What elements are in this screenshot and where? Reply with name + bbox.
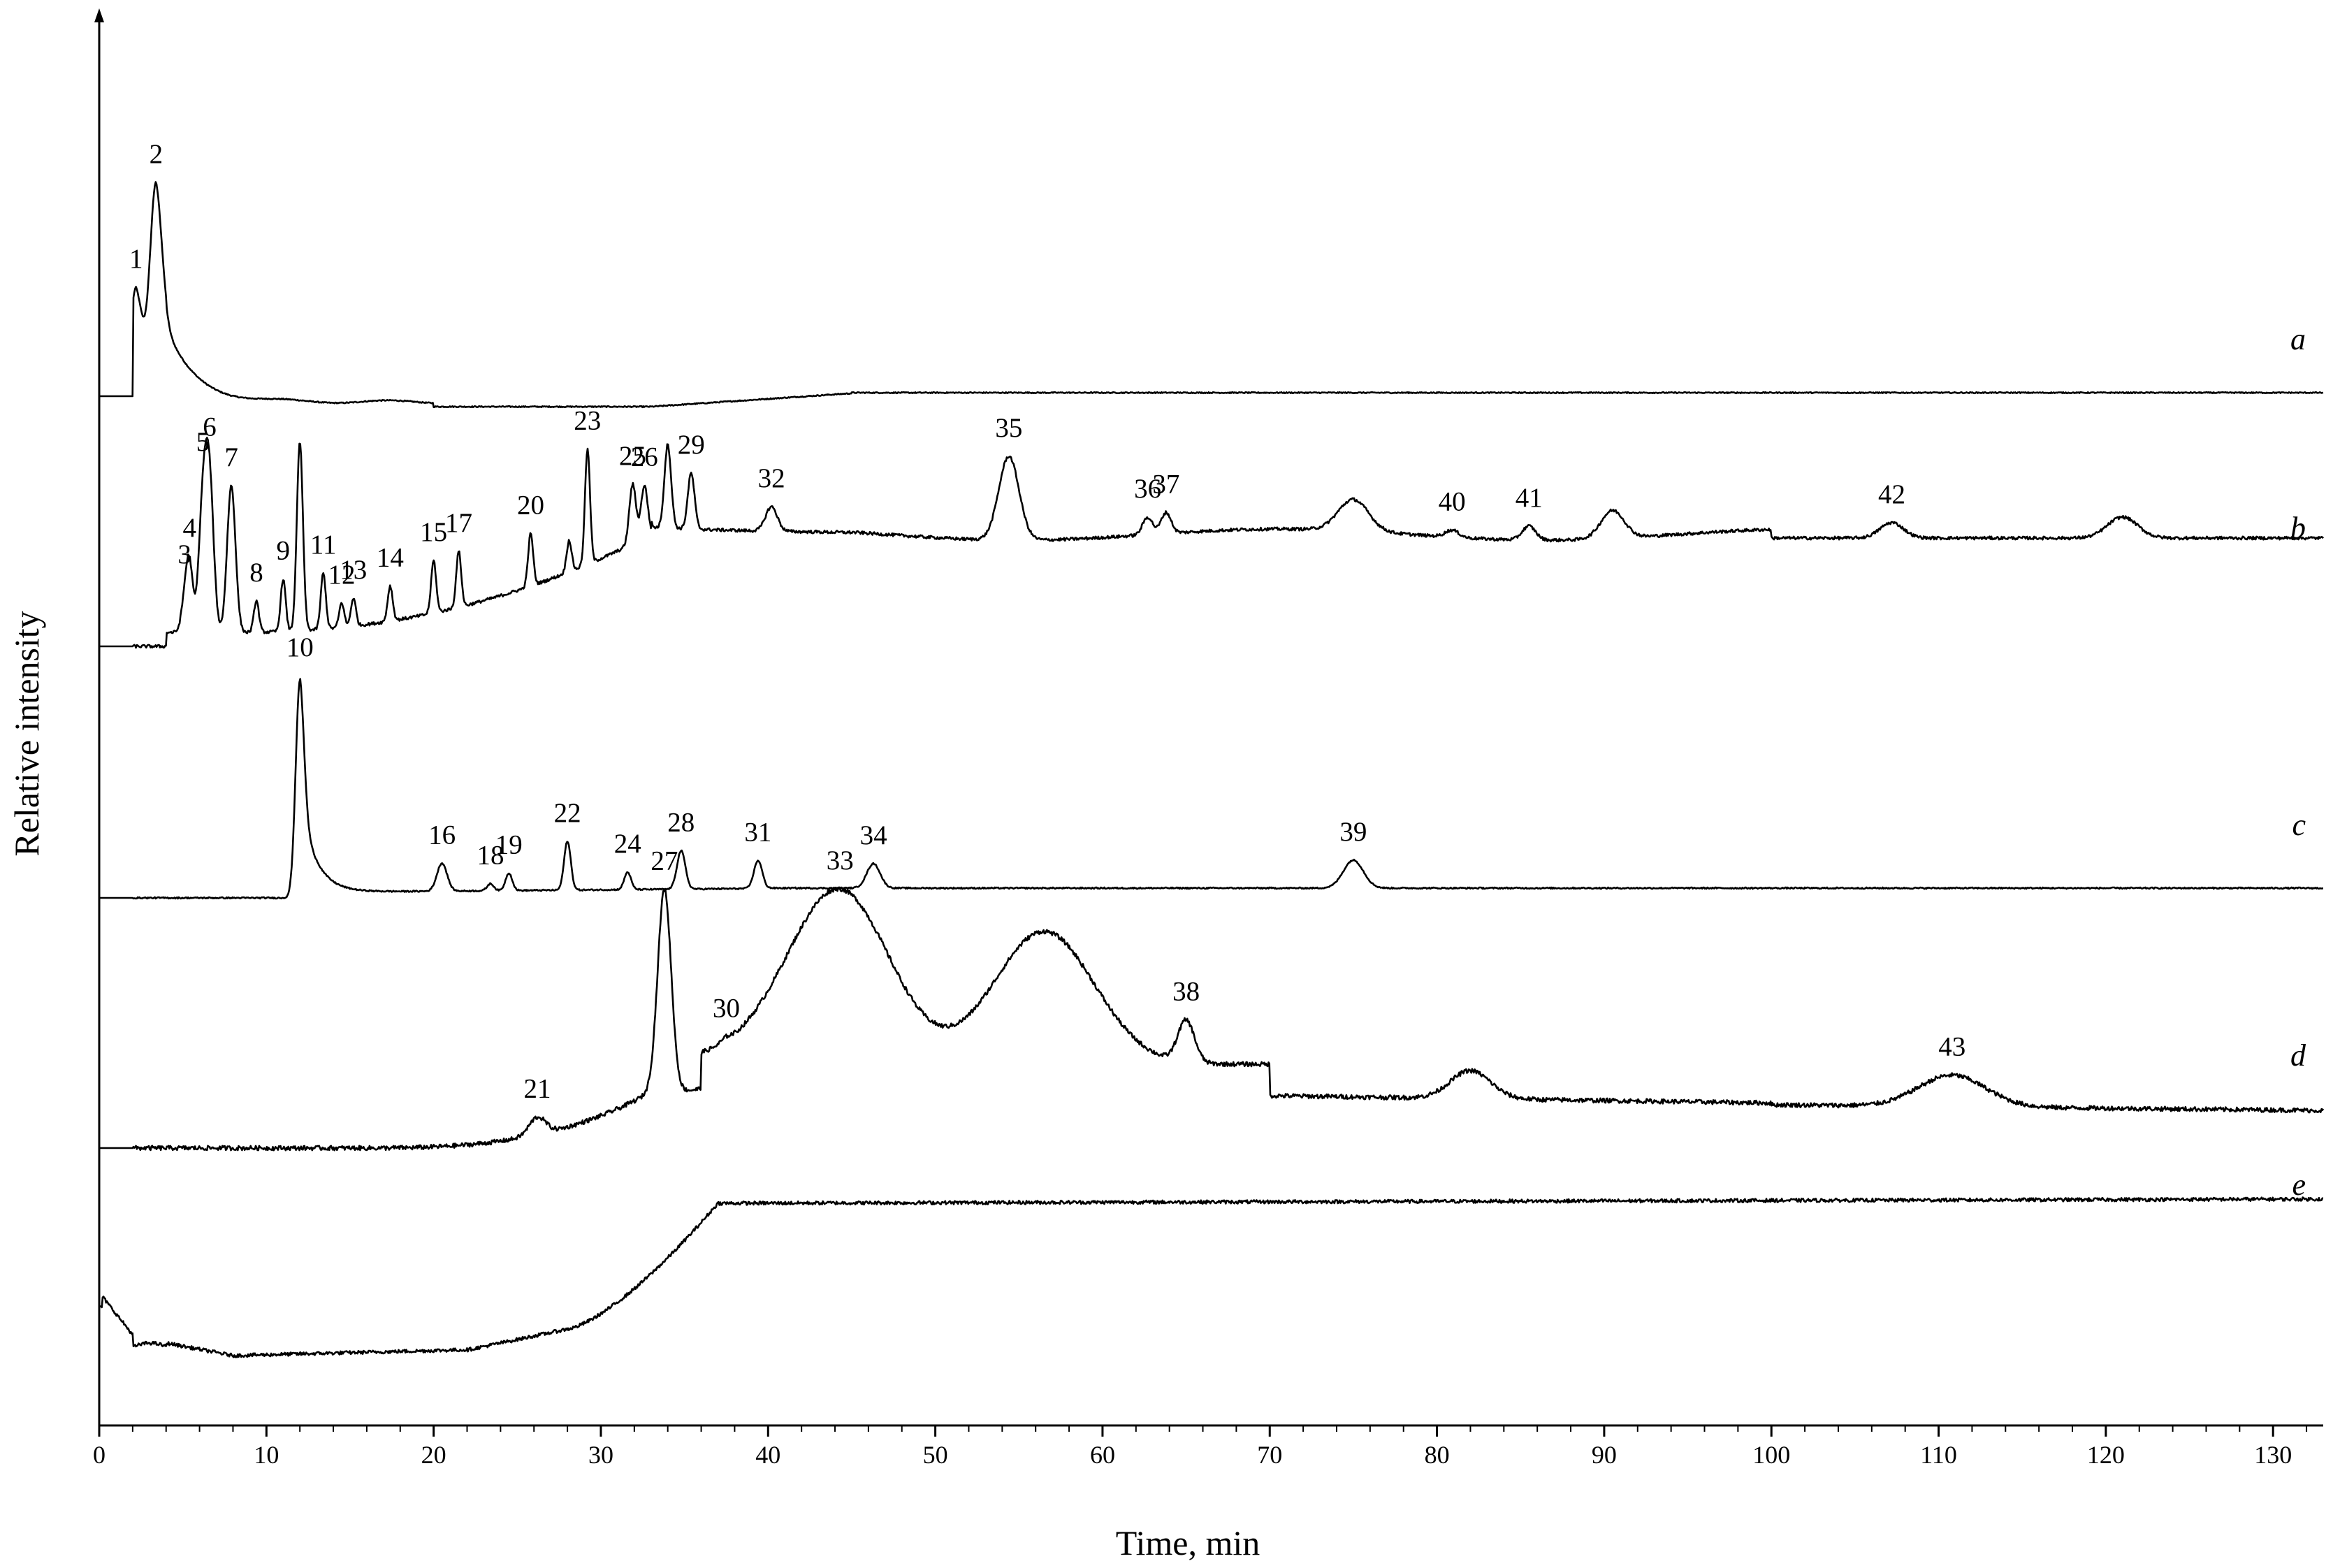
chromatogram-traces [99, 181, 2325, 1358]
peak-label-31: 31 [744, 818, 771, 848]
trace-b-label: b [2290, 511, 2306, 545]
peak-label-38: 38 [1172, 977, 1200, 1007]
peak-label-22: 22 [554, 798, 581, 828]
peak-label-25: 25 [619, 441, 646, 471]
trace-c-label: c [2292, 808, 2306, 842]
peak-label-36: 36 [1134, 474, 1161, 504]
peak-label-28: 28 [667, 807, 695, 837]
peak-label-18: 18 [477, 841, 504, 871]
peak-label-21: 21 [524, 1074, 551, 1104]
peak-label-19: 19 [495, 830, 523, 860]
peak-label-10: 10 [286, 632, 314, 662]
peak-label-29: 29 [678, 430, 705, 460]
trace-labels: a b c d e [2290, 322, 2306, 1202]
axes: 0 10 20 30 40 50 60 70 80 90 100 110 120 130 Time, mi… [7, 8, 2323, 1562]
peak-label-17: 17 [445, 508, 472, 538]
x-tick-label: 80 [1425, 1441, 1450, 1469]
peak-label-12: 12 [328, 560, 356, 590]
peak-label-1: 1 [129, 244, 143, 274]
peak-label-9: 9 [277, 536, 291, 566]
peak-label-24: 24 [614, 829, 641, 859]
peak-label-39: 39 [1339, 817, 1367, 847]
trace-a-label: a [2290, 322, 2306, 356]
peak-label-27: 27 [651, 846, 678, 876]
peak-label-26: 26 [631, 442, 658, 472]
peak-label-37: 37 [1152, 469, 1179, 499]
peak-label-7: 7 [224, 442, 238, 472]
peak-label-2: 2 [150, 139, 163, 169]
peak-label-20: 20 [517, 491, 544, 521]
x-tick-label: 60 [1090, 1441, 1115, 1469]
x-tick-label: 30 [588, 1441, 613, 1469]
y-axis-label: Relative intensity [7, 611, 46, 856]
trace-b-line [99, 437, 2324, 649]
peak-label-5: 5 [196, 427, 210, 457]
x-tick-label: 90 [1592, 1441, 1617, 1469]
x-tick-label: 10 [254, 1441, 279, 1469]
peak-label-35: 35 [995, 413, 1022, 443]
trace-d-label: d [2290, 1038, 2306, 1073]
peak-label-4: 4 [182, 513, 196, 543]
peak-label-43: 43 [1938, 1032, 1965, 1062]
peak-label-14: 14 [377, 543, 404, 573]
x-tick-label: 100 [1752, 1441, 1790, 1469]
x-tick-label: 120 [2087, 1441, 2125, 1469]
peak-label-33: 33 [827, 845, 854, 876]
trace-e-label: e [2292, 1168, 2306, 1202]
peak-label-15: 15 [420, 517, 447, 547]
peak-label-42: 42 [1878, 479, 1905, 509]
x-tick-label: 0 [93, 1441, 106, 1469]
x-tick-label: 40 [755, 1441, 780, 1469]
peak-label-8: 8 [249, 558, 263, 588]
x-tick-label: 20 [421, 1441, 446, 1469]
trace-a-line [99, 181, 2324, 409]
x-tick-label: 70 [1257, 1441, 1282, 1469]
peak-label-40: 40 [1439, 487, 1466, 517]
peak-label-13: 13 [340, 555, 367, 585]
peak-label-11: 11 [310, 530, 337, 560]
trace-c-line [99, 678, 2324, 900]
x-axis-ticks: 0 10 20 30 40 50 60 70 80 90 100 110 120 130 [93, 1425, 2308, 1469]
peak-label-16: 16 [428, 820, 456, 850]
peak-label-32: 32 [758, 463, 785, 493]
peak-label-34: 34 [860, 820, 887, 850]
peak-label-41: 41 [1516, 483, 1543, 513]
trace-d-line [99, 886, 2325, 1152]
peak-label-30: 30 [713, 993, 740, 1023]
x-tick-label: 110 [1920, 1441, 1957, 1469]
y-axis-arrow [94, 8, 104, 22]
peak-label-6: 6 [203, 412, 217, 442]
peak-label-3: 3 [177, 539, 191, 569]
x-axis-label: Time, min [1116, 1523, 1260, 1562]
peak-label-23: 23 [574, 406, 601, 436]
x-tick-label: 50 [923, 1441, 948, 1469]
x-tick-label: 130 [2254, 1441, 2292, 1469]
trace-e-line [99, 1196, 2324, 1358]
